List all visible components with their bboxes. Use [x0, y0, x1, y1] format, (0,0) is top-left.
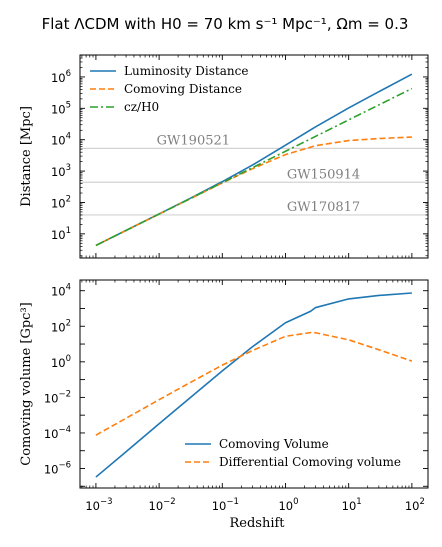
series-line [95, 292, 412, 478]
y-tick-label: 105 [51, 100, 71, 116]
plot-frame [79, 279, 429, 489]
x-tick-label: 10−1 [212, 497, 239, 513]
figure-title: Flat ΛCDM with H0 = 70 km s⁻¹ Mpc⁻¹, Ωm … [42, 15, 409, 33]
y-tick-label: 102 [51, 194, 71, 210]
legend-label: Comoving Volume [219, 437, 329, 451]
y-tick-label: 102 [51, 318, 71, 334]
x-tick-label: 10−2 [149, 497, 176, 513]
y-tick-label: 10−4 [44, 425, 71, 441]
series-line [95, 136, 412, 247]
y-axis-label: Distance [Mpc] [19, 106, 34, 207]
y-axis-label: Comoving volume [Gpc³] [19, 302, 34, 465]
series-line [95, 331, 413, 436]
legend-label: Differential Comoving volume [219, 455, 401, 469]
legend-label: Luminosity Distance [124, 64, 248, 78]
bottom-panel-volume: 10−6 10−4 10−2 100 102 104 10−3 10−2 10−1 100 101 1… [19, 279, 429, 531]
reference-line-label: GW190521 [157, 133, 230, 148]
y-tick-label: 101 [51, 226, 71, 242]
y-tick-label: 104 [51, 283, 71, 299]
reference-line-label: GW150914 [287, 167, 360, 182]
top-panel-distance: GW190521 GW150914 GW170817 101 102 103 104 105 1… [19, 54, 429, 259]
x-tick-label: 100 [278, 497, 298, 513]
y-tick-label: 104 [51, 132, 71, 148]
y-tick-label: 103 [51, 163, 71, 179]
y-tick-label: 10−6 [44, 460, 71, 476]
x-axis-label: Redshift [229, 516, 285, 531]
x-tick-label: 10−3 [85, 497, 112, 513]
x-tick-label: 101 [342, 497, 362, 513]
plot-frame [79, 54, 429, 259]
reference-line-label: GW170817 [287, 200, 360, 215]
y-tick-label: 10−2 [44, 389, 71, 405]
series-line [95, 87, 413, 247]
y-tick-label: 100 [51, 354, 71, 370]
legend-label: cz/H0 [124, 100, 159, 114]
y-tick-label: 106 [51, 69, 71, 85]
legend-label: Comoving Distance [124, 82, 242, 96]
x-tick-label: 102 [405, 497, 425, 513]
